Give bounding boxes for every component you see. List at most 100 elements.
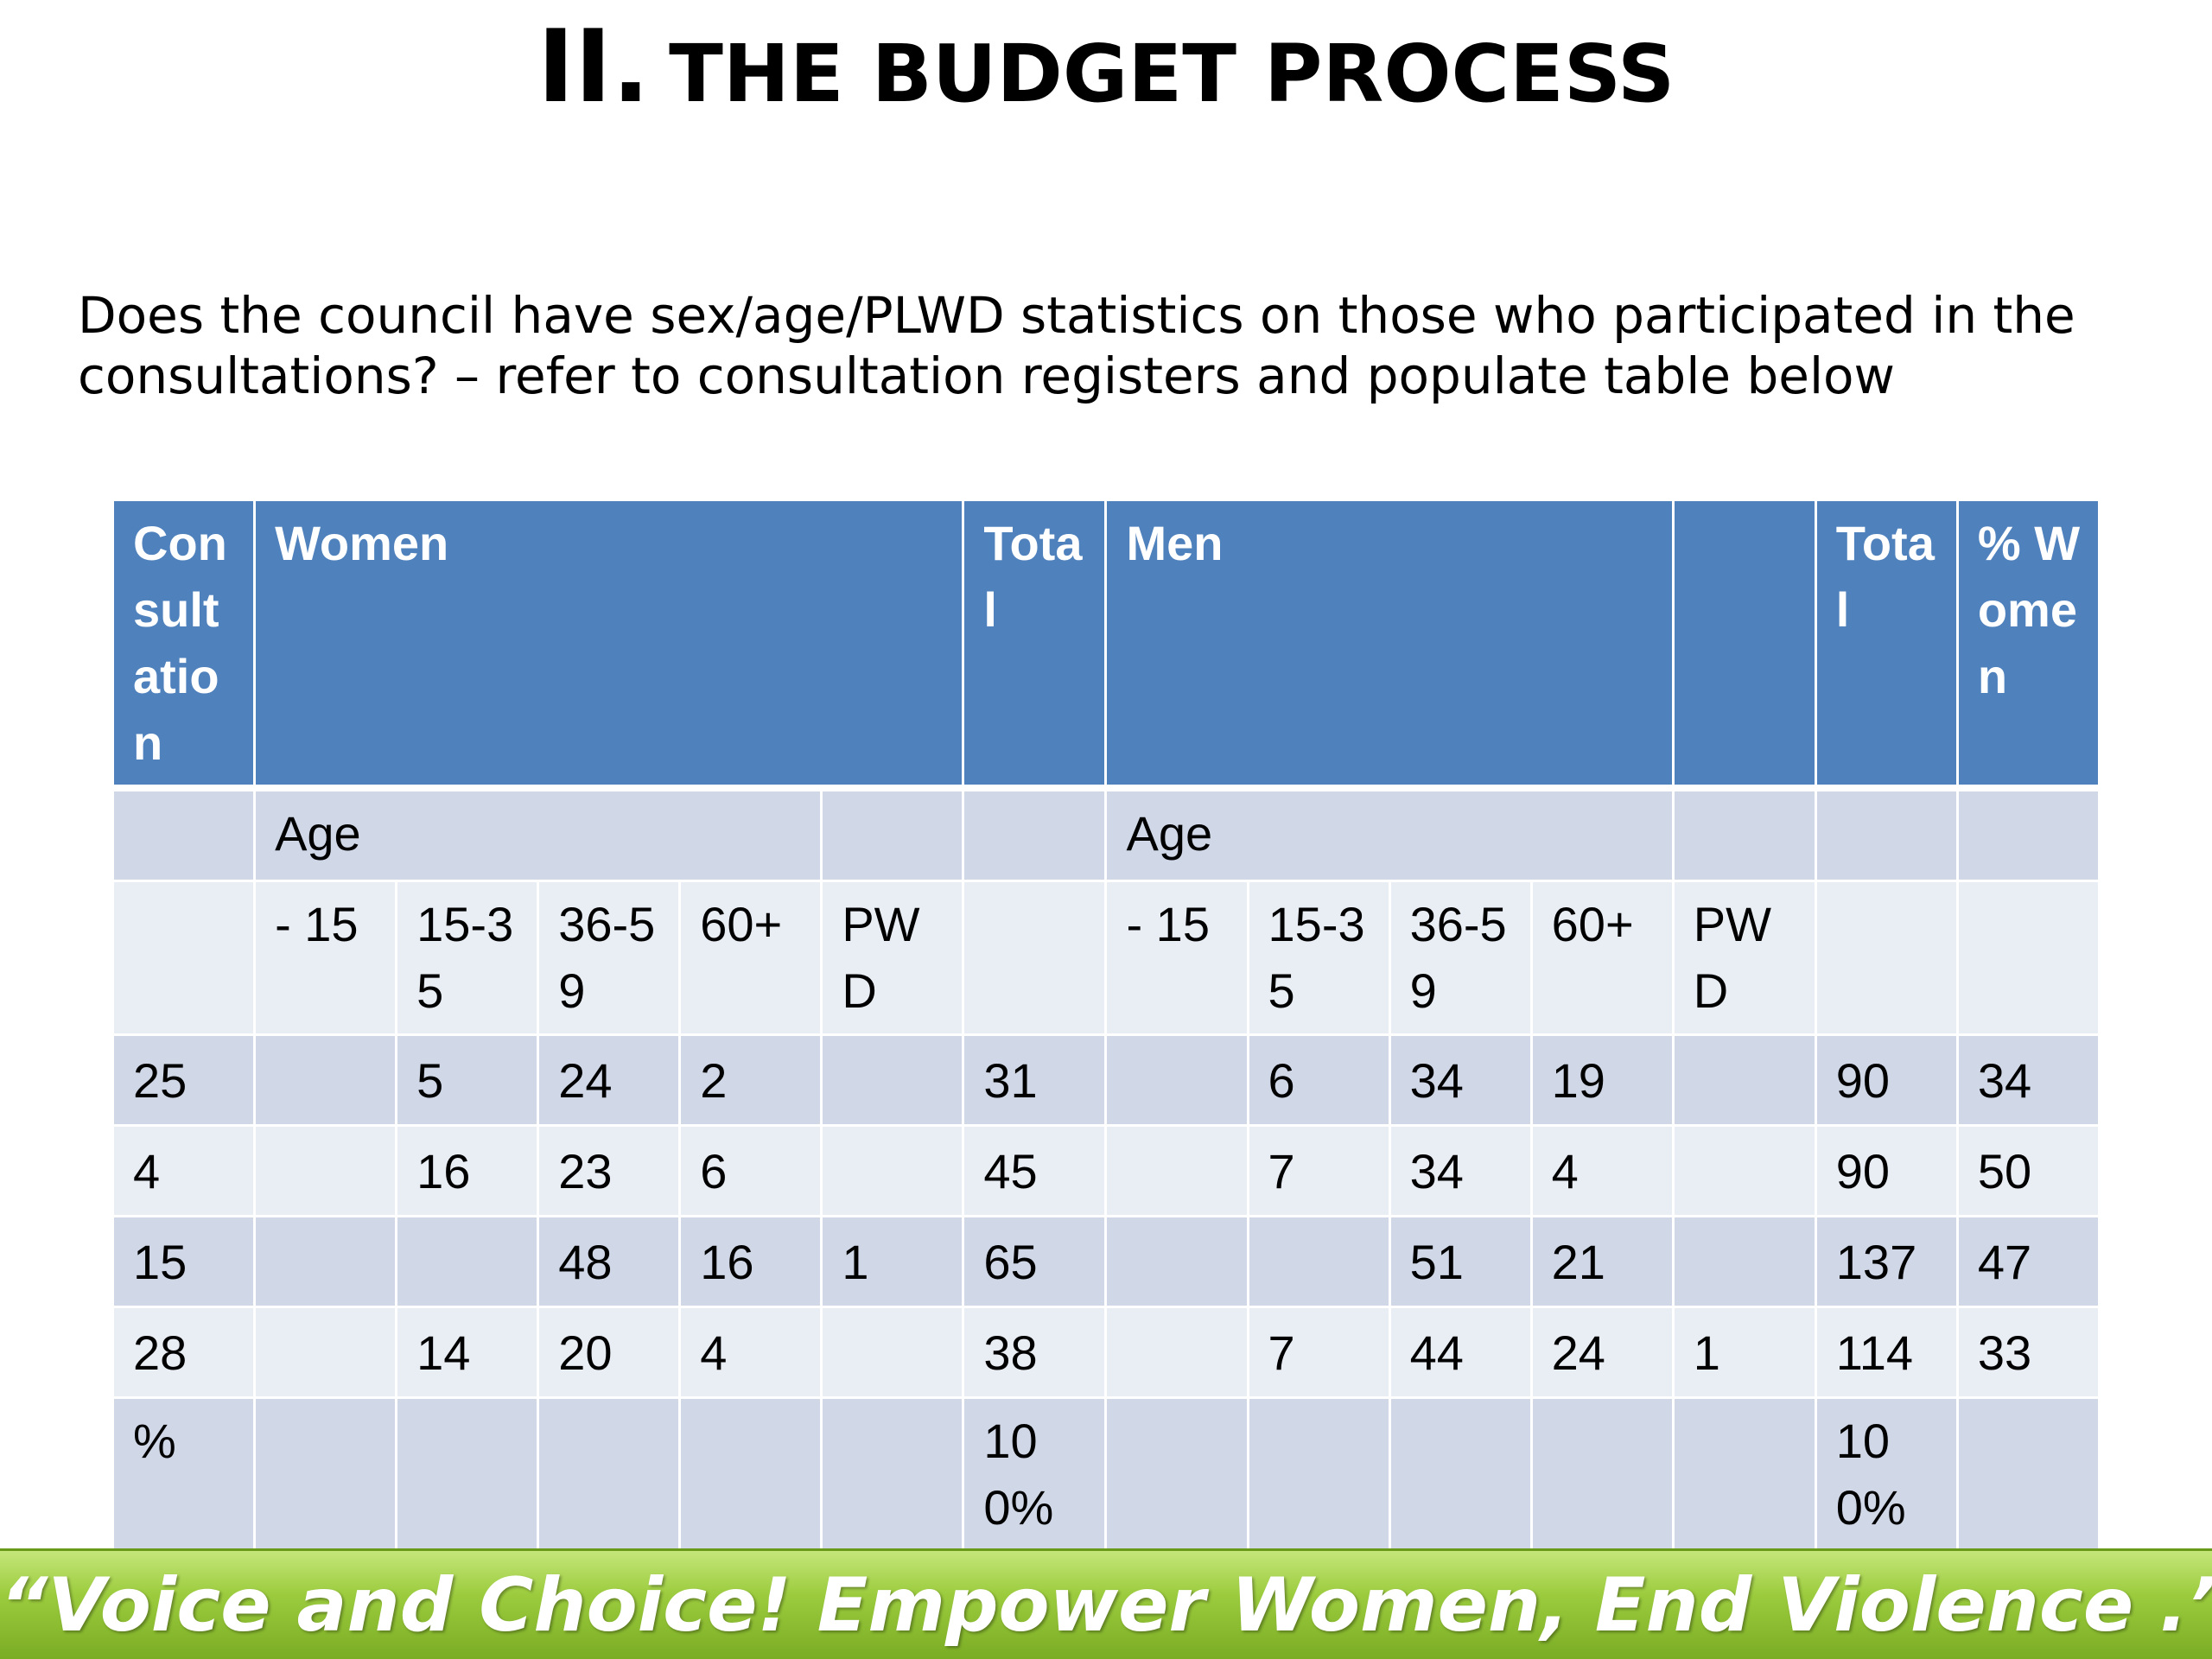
table-row: 28 14 20 4 38 7 44 24 1 114 33 bbox=[111, 1306, 2101, 1399]
table-cell bbox=[1955, 786, 2101, 882]
header-total-men: Total bbox=[1814, 499, 1959, 791]
table-cell: 23 bbox=[537, 1124, 682, 1217]
men-age-group: - 15 bbox=[1104, 880, 1249, 1036]
pct-women-cell: 34 bbox=[1955, 1033, 2101, 1127]
women-age-group: 60+ bbox=[678, 880, 823, 1036]
table-cell bbox=[253, 1033, 398, 1127]
men-age-group: 60+ bbox=[1529, 880, 1675, 1036]
percent-label: % bbox=[111, 1396, 257, 1553]
table-cell: 44 bbox=[1388, 1306, 1533, 1399]
table-cell bbox=[1671, 1124, 1817, 1217]
header-men: Men bbox=[1104, 499, 1675, 791]
table-cell: 7 bbox=[1246, 1306, 1391, 1399]
table-cell: 24 bbox=[537, 1033, 682, 1127]
table-cell bbox=[820, 786, 965, 882]
table-row: 15 48 16 1 65 51 21 137 47 bbox=[111, 1215, 2101, 1308]
table-cell bbox=[1104, 1306, 1249, 1399]
table-cell bbox=[537, 1396, 682, 1553]
men-age-label: Age bbox=[1104, 786, 1675, 882]
table-cell bbox=[253, 1396, 398, 1553]
table-cell bbox=[1955, 880, 2101, 1036]
table-cell: 19 bbox=[1529, 1033, 1675, 1127]
table-cell bbox=[1671, 1033, 1817, 1127]
men-total-cell: 90 bbox=[1814, 1124, 1959, 1217]
table-cell bbox=[1104, 1124, 1249, 1217]
table-cell bbox=[1671, 1396, 1817, 1553]
table-row: 4 16 23 6 45 7 34 4 90 50 bbox=[111, 1124, 2101, 1217]
pct-women-cell: 50 bbox=[1955, 1124, 2101, 1217]
header-blank bbox=[1671, 499, 1817, 791]
footer-banner: “Voice and Choice! Empower Women, End Vi… bbox=[0, 1548, 2212, 1659]
table-cell: 5 bbox=[395, 1033, 540, 1127]
men-total-cell: 114 bbox=[1814, 1306, 1959, 1399]
header-total-women: Total bbox=[962, 499, 1108, 791]
women-total-cell: 45 bbox=[962, 1124, 1108, 1217]
header-pct-women: % Women bbox=[1955, 499, 2101, 791]
table-cell bbox=[1671, 786, 1817, 882]
table-cell: 1 bbox=[1671, 1306, 1817, 1399]
header-women: Women bbox=[253, 499, 965, 791]
table-cell bbox=[820, 1124, 965, 1217]
table-cell bbox=[1529, 1396, 1675, 1553]
table-cell: 34 bbox=[1388, 1124, 1533, 1217]
age-label-row: Age Age bbox=[111, 786, 2101, 882]
consultation-cell: 4 bbox=[111, 1124, 257, 1217]
title-numeral: II. bbox=[537, 9, 651, 125]
table-cell bbox=[962, 880, 1108, 1036]
age-groups-row: - 15 15-35 36-59 60+ PWD - 15 15-35 36-5… bbox=[111, 880, 2101, 1036]
header-consultation: Consultation bbox=[111, 499, 257, 791]
slide-title: II. THE BUDGET PROCESS bbox=[0, 7, 2212, 127]
men-total-percent: 100% bbox=[1814, 1396, 1959, 1553]
table-cell bbox=[253, 1306, 398, 1399]
men-age-group: 15-35 bbox=[1246, 880, 1391, 1036]
table-cell bbox=[1955, 1396, 2101, 1553]
table-cell bbox=[820, 1306, 965, 1399]
table-cell bbox=[1104, 1396, 1249, 1553]
table-cell: 14 bbox=[395, 1306, 540, 1399]
pct-women-cell: 33 bbox=[1955, 1306, 2101, 1399]
table-cell bbox=[1814, 786, 1959, 882]
women-age-group: 15-35 bbox=[395, 880, 540, 1036]
table-cell bbox=[1246, 1396, 1391, 1553]
table-cell: 34 bbox=[1388, 1033, 1533, 1127]
table-cell: 48 bbox=[537, 1215, 682, 1308]
table-cell bbox=[111, 880, 257, 1036]
women-total-cell: 38 bbox=[962, 1306, 1108, 1399]
men-age-group: PWD bbox=[1671, 880, 1817, 1036]
women-total-cell: 65 bbox=[962, 1215, 1108, 1308]
table-cell: 6 bbox=[678, 1124, 823, 1217]
table-cell bbox=[678, 1396, 823, 1553]
table-cell bbox=[1104, 1215, 1249, 1308]
women-age-group: PWD bbox=[820, 880, 965, 1036]
table-cell: 1 bbox=[820, 1215, 965, 1308]
table-cell bbox=[253, 1215, 398, 1308]
table-cell bbox=[395, 1215, 540, 1308]
table-cell: 16 bbox=[678, 1215, 823, 1308]
consultation-cell: 25 bbox=[111, 1033, 257, 1127]
table-cell: 20 bbox=[537, 1306, 682, 1399]
table-cell: 4 bbox=[678, 1306, 823, 1399]
table-cell: 4 bbox=[1529, 1124, 1675, 1217]
table-cell: 21 bbox=[1529, 1215, 1675, 1308]
table-cell bbox=[1246, 1215, 1391, 1308]
table-cell bbox=[1671, 1215, 1817, 1308]
women-total-cell: 31 bbox=[962, 1033, 1108, 1127]
table-cell: 16 bbox=[395, 1124, 540, 1217]
pct-women-cell: 47 bbox=[1955, 1215, 2101, 1308]
men-total-cell: 137 bbox=[1814, 1215, 1959, 1308]
women-age-label: Age bbox=[253, 786, 823, 882]
table-cell bbox=[1104, 1033, 1249, 1127]
consultation-cell: 15 bbox=[111, 1215, 257, 1308]
table-cell bbox=[820, 1396, 965, 1553]
footer-slogan: “Voice and Choice! Empower Women, End Vi… bbox=[0, 1562, 2212, 1649]
percent-row: % 100% 100% bbox=[111, 1396, 2101, 1553]
table-cell: 24 bbox=[1529, 1306, 1675, 1399]
table-cell bbox=[395, 1396, 540, 1553]
men-age-group: 36-59 bbox=[1388, 880, 1533, 1036]
consultation-cell: 28 bbox=[111, 1306, 257, 1399]
table-cell: 51 bbox=[1388, 1215, 1533, 1308]
table-cell: 2 bbox=[678, 1033, 823, 1127]
table-header-row: Consultation Women Total Men Total % Wom… bbox=[111, 499, 2101, 791]
question-text: Does the council have sex/age/PLWD stati… bbox=[78, 286, 2075, 405]
